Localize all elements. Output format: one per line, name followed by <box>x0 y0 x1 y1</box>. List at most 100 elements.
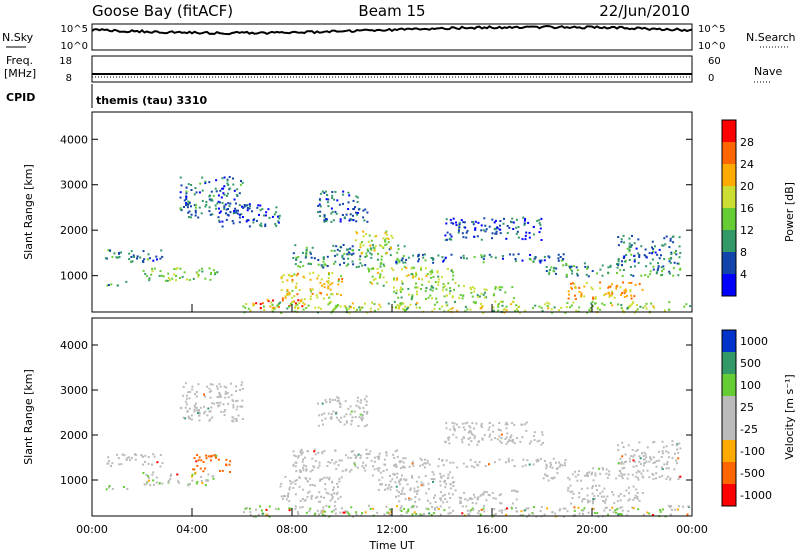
velocity-cell <box>586 472 589 475</box>
power-cell <box>326 255 329 258</box>
velocity-cell <box>558 465 561 468</box>
velocity-cell <box>197 383 200 386</box>
velocity-cell <box>639 457 642 460</box>
velocity-cell <box>413 487 416 490</box>
power-cell <box>430 285 433 288</box>
power-cell <box>352 219 355 222</box>
velocity-cell <box>353 453 356 456</box>
velocity-cell <box>452 509 455 512</box>
power-cell <box>521 259 524 262</box>
velocity-cell <box>333 486 335 489</box>
power-cell <box>370 253 373 256</box>
velocity-cell <box>540 506 543 509</box>
velocity-cell <box>488 494 491 497</box>
power-cell <box>352 252 355 255</box>
velocity-cell <box>587 511 590 514</box>
velocity-cell <box>385 505 388 508</box>
velocity-cell <box>365 464 367 467</box>
velocity-cell <box>398 480 400 483</box>
power-cell <box>179 196 182 199</box>
velocity-cell <box>528 442 531 445</box>
velocity-cell <box>471 422 474 425</box>
power-cell <box>663 258 666 261</box>
power-cell <box>415 282 417 285</box>
power-cell <box>518 305 521 308</box>
power-colorbar-swatch <box>722 208 736 230</box>
power-cell <box>651 240 654 243</box>
velocity-cell <box>591 507 594 510</box>
velocity-cell <box>605 468 608 471</box>
power-cell <box>291 296 294 299</box>
power-cell <box>219 189 222 192</box>
power-cell <box>253 217 256 220</box>
velocity-cell <box>487 493 490 496</box>
velocity-cell <box>488 463 490 466</box>
power-cell <box>195 203 198 206</box>
power-cell <box>392 286 395 289</box>
power-cell <box>474 227 477 230</box>
power-cell <box>223 185 226 188</box>
power-cell <box>399 288 402 291</box>
power-cell <box>550 308 553 311</box>
power-cell <box>437 278 440 281</box>
power-cell <box>420 268 422 271</box>
velocity-cell <box>303 499 306 502</box>
velocity-cell <box>648 460 651 463</box>
velocity-cell <box>327 461 330 463</box>
velocity-cell <box>631 506 634 509</box>
power-cell <box>562 264 565 267</box>
velocity-cell <box>427 499 429 502</box>
power-cell <box>308 262 311 265</box>
power-cell <box>506 231 509 234</box>
velocity-cell <box>538 439 541 442</box>
velocity-cell <box>541 433 544 436</box>
velocity-cell <box>252 515 255 518</box>
velocity-cell <box>564 464 566 467</box>
velocity-cell <box>468 425 471 428</box>
velocity-cell <box>144 483 147 486</box>
velocity-cell <box>224 393 227 395</box>
power-cell <box>294 263 297 266</box>
velocity-cell <box>310 495 313 498</box>
power-cell <box>421 283 424 286</box>
power-cell <box>564 311 567 314</box>
power-cell <box>284 296 287 299</box>
velocity-cell <box>428 512 431 515</box>
power-cell <box>415 286 418 289</box>
power-cell <box>379 273 382 276</box>
power-cell <box>362 235 365 238</box>
velocity-cell <box>667 467 670 470</box>
velocity-cell <box>229 460 232 463</box>
velocity-cell <box>600 495 603 498</box>
velocity-cell <box>228 463 231 466</box>
power-cell <box>555 267 558 270</box>
power-cell <box>142 250 145 253</box>
velocity-cell <box>346 421 348 424</box>
velocity-cell <box>385 451 388 454</box>
power-cell <box>376 271 379 274</box>
power-cell <box>416 302 419 304</box>
power-cell <box>273 308 276 311</box>
velocity-cell <box>398 483 401 486</box>
power-cell <box>502 257 504 260</box>
velocity-cell <box>439 484 442 487</box>
velocity-cell <box>291 481 294 484</box>
velocity-x-axis: 00:00 04:00 08:00 12:00 16:00 20:00 00:00 <box>76 304 708 536</box>
velocity-cell <box>522 458 525 461</box>
power-cell <box>583 285 586 288</box>
power-cell <box>449 290 452 292</box>
power-cell <box>547 307 550 310</box>
power-cell <box>401 280 403 283</box>
power-cell <box>415 306 418 309</box>
velocity-cell <box>621 509 624 512</box>
power-cell <box>332 219 335 222</box>
power-cell <box>210 198 213 201</box>
velocity-cell <box>297 513 300 515</box>
velocity-cell <box>634 494 637 497</box>
power-cell <box>644 248 647 251</box>
power-cell <box>630 244 633 247</box>
velocity-cell <box>356 466 359 469</box>
velocity-cell <box>464 498 467 501</box>
velocity-cell <box>433 507 436 510</box>
power-cell <box>342 257 345 260</box>
